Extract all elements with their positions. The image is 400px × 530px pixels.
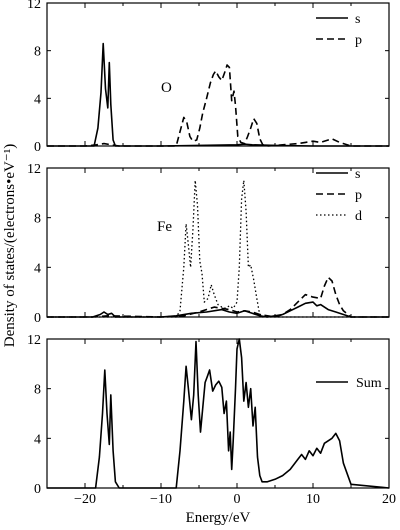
x-tick-label: −10 [150,492,172,507]
y-tick-label: 8 [34,212,41,227]
y-tick-label: 12 [27,333,41,348]
series-line-p-1 [47,276,389,318]
series-line-p-0 [47,64,389,147]
x-tick-label: 10 [306,492,320,507]
panel-2: 0 4 8 12 Sum [27,333,390,497]
series-line-s-0 [47,42,389,147]
panel-label-O: O [161,80,172,96]
legend-label-p: p [355,33,362,48]
panel-frame [46,167,390,318]
y-tick-label: 0 [34,311,41,326]
panel-0: 0 4 8 12 sp O [27,0,390,155]
y-tick-label: 12 [27,162,41,177]
panel-frame [46,338,390,489]
panel-1: 0 4 8 12 spd Fe [27,162,390,326]
x-axis-label: Energy/eV [186,510,251,526]
y-axis-label: Density of states/(electrons•eV⁻¹) [2,144,18,347]
x-tick-label: 20 [382,492,396,507]
legend-label-Sum: Sum [356,376,382,391]
legend-label-p: p [355,188,362,203]
legend-label-s: s [355,12,360,27]
legend-2: Sum [316,376,382,391]
y-tick-label: 8 [34,45,41,60]
series-line-Sum-2 [47,338,390,489]
legend-0: sp [316,12,362,48]
y-tick-label: 12 [27,0,41,12]
panel-frame [46,2,390,147]
legend-label-s: s [355,167,360,182]
legend-label-d: d [355,209,362,224]
x-tick-label: 0 [234,492,241,507]
series-line-d-1 [47,179,389,318]
y-tick-label: 4 [34,261,41,276]
y-tick-label: 4 [34,92,41,107]
y-tick-label: 4 [34,432,41,447]
y-tick-label: 0 [34,140,41,155]
shared-x-axis: Energy/eV −20 −10 0 10 20 [74,492,396,526]
panel-label-Fe: Fe [157,219,172,235]
y-tick-label: 0 [34,482,41,497]
legend-1: spd [316,167,362,224]
x-tick-label: −20 [74,492,96,507]
y-tick-label: 8 [34,383,41,398]
